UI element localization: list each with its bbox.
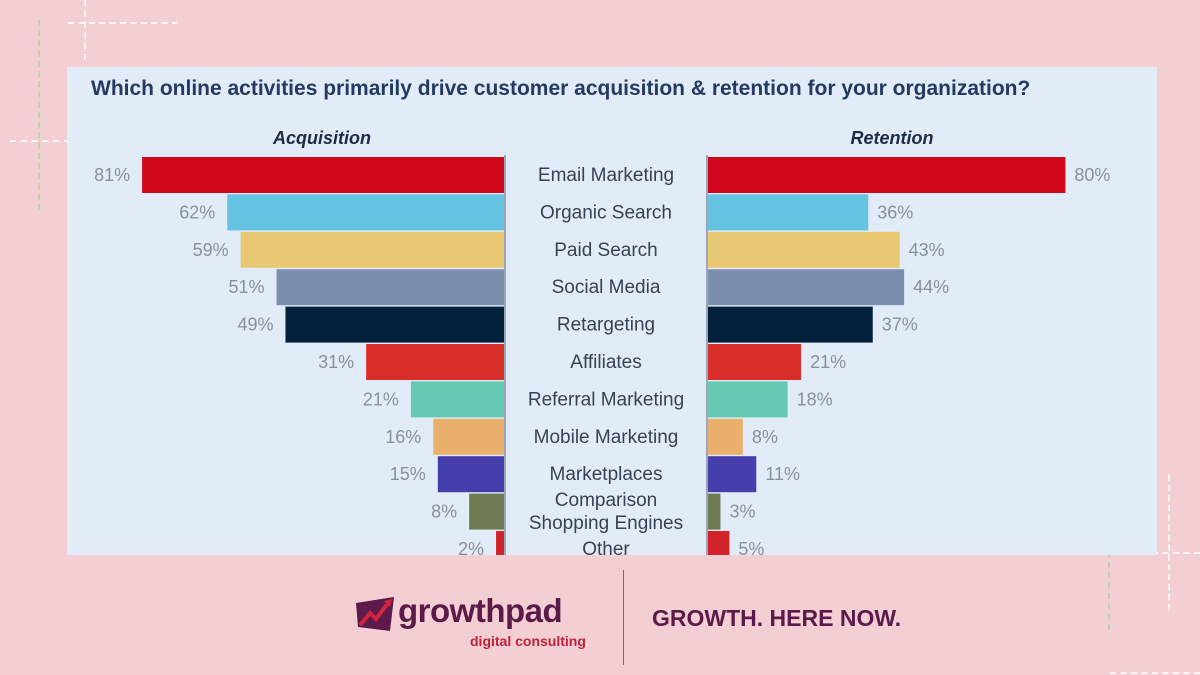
acquisition-value-label: 31% <box>318 352 354 372</box>
acquisition-value-label: 51% <box>228 277 264 297</box>
acquisition-value-label: 2% <box>458 539 484 555</box>
acquisition-value-label: 16% <box>385 427 421 447</box>
retention-value-label: 21% <box>810 352 846 372</box>
acquisition-value-label: 59% <box>193 240 229 260</box>
acquisition-bar <box>276 269 505 306</box>
decorative-dash <box>38 20 40 210</box>
acquisition-bar <box>227 194 506 231</box>
acquisition-bar <box>433 418 505 455</box>
retention-value-label: 5% <box>738 539 764 555</box>
category-label: Email Marketing <box>538 165 674 186</box>
retention-bar <box>707 269 905 306</box>
retention-value-label: 18% <box>797 389 833 409</box>
category-label: Affiliates <box>570 352 641 373</box>
decorative-dash <box>1168 475 1170 610</box>
acquisition-bar <box>437 456 505 493</box>
retention-bar <box>707 381 788 418</box>
decorative-dash <box>1110 672 1200 674</box>
acquisition-bar <box>410 381 505 418</box>
series-header-retention: Retention <box>851 128 934 148</box>
retention-value-label: 37% <box>882 315 918 335</box>
retention-value-label: 3% <box>729 502 755 522</box>
series-header-acquisition: Acquisition <box>272 128 371 148</box>
retention-bar <box>707 456 757 493</box>
category-label: Organic Search <box>540 202 672 223</box>
acquisition-bar <box>366 344 505 380</box>
acquisition-bar <box>469 493 505 530</box>
category-label: Other <box>582 539 630 555</box>
chart-title: Which online activities primarily drive … <box>91 77 1031 100</box>
retention-value-label: 36% <box>877 202 913 222</box>
decorative-dash <box>1108 520 1110 630</box>
category-label: Mobile Marketing <box>534 427 679 448</box>
footer <box>0 555 1200 675</box>
retention-bar <box>707 157 1066 193</box>
category-label: Paid Search <box>554 240 658 261</box>
retention-bar <box>707 306 873 343</box>
growthpad-logo-icon <box>356 597 394 631</box>
decorative-dash <box>84 0 86 60</box>
category-label: Marketplaces <box>550 464 663 485</box>
category-label: Retargeting <box>557 315 655 336</box>
acquisition-value-label: 62% <box>179 202 215 222</box>
acquisition-bar <box>142 157 505 193</box>
retention-value-label: 80% <box>1074 165 1110 185</box>
acquisition-value-label: 8% <box>431 502 457 522</box>
retention-bar <box>707 344 802 380</box>
acquisition-value-label: 15% <box>390 464 426 484</box>
acquisition-bar <box>240 231 505 268</box>
decorative-dash <box>68 22 178 24</box>
acquisition-bar <box>496 531 505 555</box>
decorative-dash <box>10 140 70 142</box>
retention-value-label: 44% <box>913 277 949 297</box>
butterfly-chart: Acquisition Retention 81% 80% Email Marketin… <box>94 128 1110 555</box>
category-label: Referral Marketing <box>528 389 684 410</box>
chart-card: Which online activities primarily drive … <box>67 67 1157 555</box>
retention-bar <box>707 194 869 231</box>
footer-divider <box>623 570 624 665</box>
retention-bar <box>707 418 743 455</box>
retention-value-label: 43% <box>909 240 945 260</box>
category-label: Comparison <box>555 490 657 511</box>
retention-bar <box>707 231 900 268</box>
retention-value-label: 8% <box>752 427 778 447</box>
category-label: Social Media <box>552 277 661 298</box>
acquisition-bar <box>285 306 505 343</box>
brand-name: growthpad <box>398 592 563 629</box>
retention-bar <box>707 493 721 530</box>
acquisition-value-label: 49% <box>237 315 273 335</box>
retention-value-label: 11% <box>765 464 800 484</box>
acquisition-value-label: 21% <box>363 389 399 409</box>
tagline: GROWTH. HERE NOW. <box>652 605 902 631</box>
brand-subtitle: digital consulting <box>470 633 586 649</box>
acquisition-value-label: 81% <box>94 165 130 185</box>
category-label: Shopping Engines <box>529 513 683 534</box>
retention-bar <box>707 531 730 555</box>
